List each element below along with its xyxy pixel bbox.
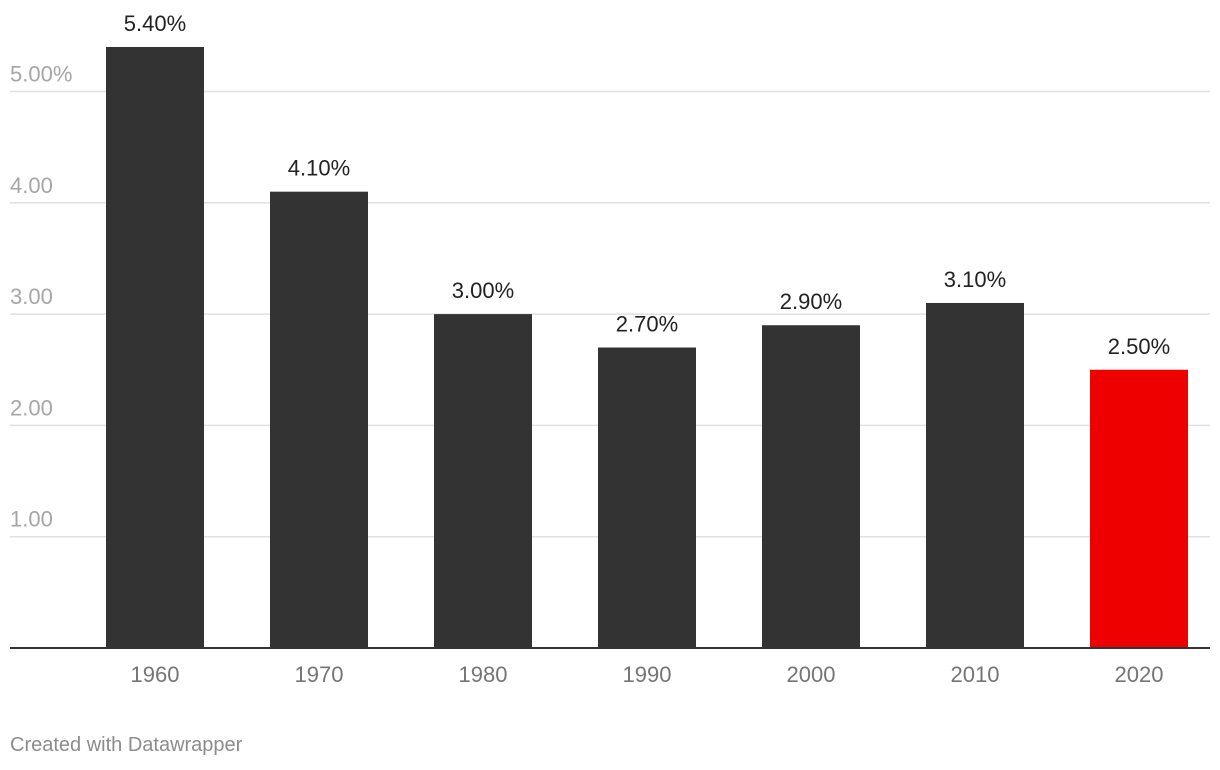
value-label-2000: 2.90% xyxy=(780,289,842,314)
x-tick-label-1990: 1990 xyxy=(623,662,672,687)
bar-2020 xyxy=(1090,369,1188,648)
bar-1960 xyxy=(106,46,204,649)
bar-1980 xyxy=(434,314,532,648)
credit-text: Created with Datawrapper xyxy=(10,734,243,756)
value-label-1970: 4.10% xyxy=(288,156,350,181)
y-tick-label: 3.00 xyxy=(10,284,53,309)
x-axis-category-labels: 1960 1970 1980 1990 2000 2010 2020 xyxy=(131,662,1164,687)
x-tick-label-1960: 1960 xyxy=(131,662,180,687)
bar-2010 xyxy=(926,302,1024,648)
y-tick-label: 4.00 xyxy=(10,173,53,198)
value-label-2010: 3.10% xyxy=(944,267,1006,292)
y-axis-tick-labels: 1.00 2.00 3.00 4.00 5.00% xyxy=(10,62,72,532)
bar-1990 xyxy=(598,347,696,648)
value-labels: 5.40% 4.10% 3.00% 2.70% 2.90% 3.10% 2.50% xyxy=(124,11,1170,359)
x-tick-label-2000: 2000 xyxy=(787,662,836,687)
value-label-1960: 5.40% xyxy=(124,11,186,36)
bar-2000 xyxy=(762,325,860,648)
x-tick-label-1980: 1980 xyxy=(459,662,508,687)
x-tick-label-2020: 2020 xyxy=(1115,662,1164,687)
value-label-1990: 2.70% xyxy=(616,311,678,336)
value-label-1980: 3.00% xyxy=(452,278,514,303)
x-tick-label-2010: 2010 xyxy=(951,662,1000,687)
x-tick-label-1970: 1970 xyxy=(295,662,344,687)
value-label-2020: 2.50% xyxy=(1108,334,1170,359)
y-tick-label: 1.00 xyxy=(10,507,53,532)
y-tick-label: 5.00% xyxy=(10,62,72,87)
y-tick-label: 2.00 xyxy=(10,395,53,420)
bars xyxy=(106,46,1188,649)
bar-chart: 1.00 2.00 3.00 4.00 5.00% 5.40% 4.10% 3.00% 2.7… xyxy=(10,11,1210,687)
bar-1970 xyxy=(270,191,368,649)
